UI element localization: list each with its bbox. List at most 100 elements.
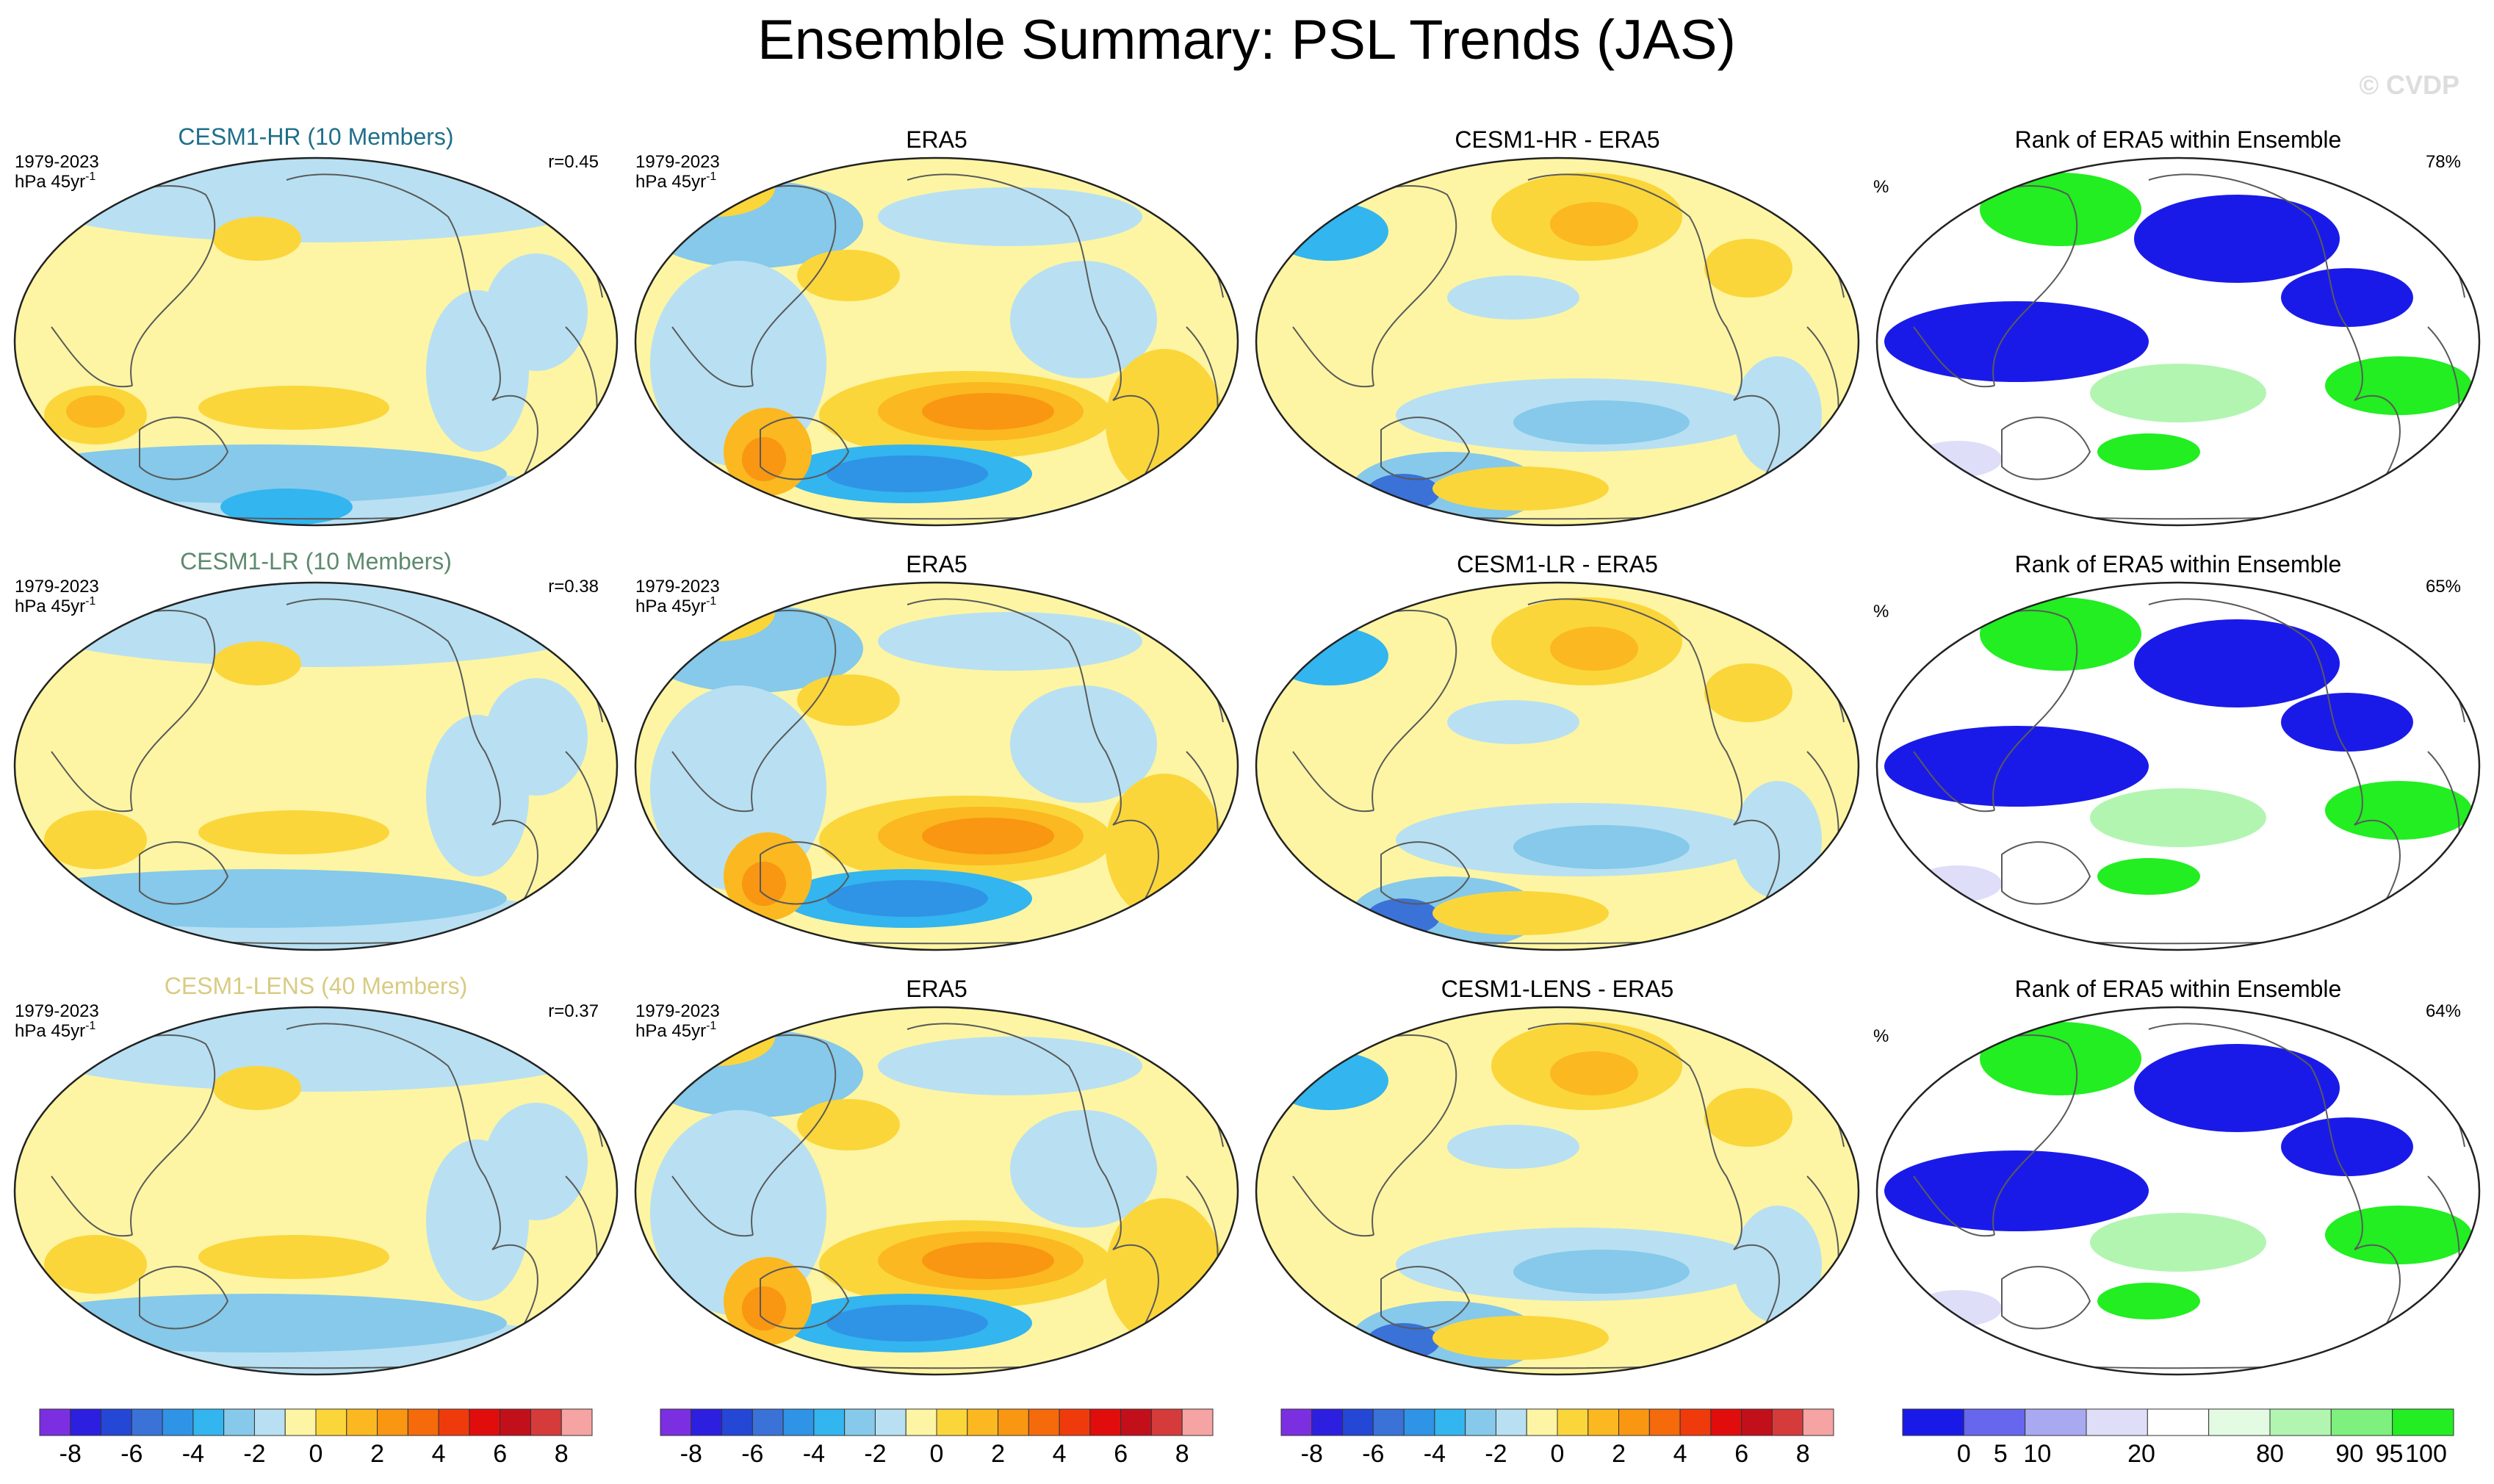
pos-anomaly-southern-ocean <box>1432 467 1609 511</box>
coastline-north-america <box>1527 598 1742 826</box>
colorbar-tick-label: 2 <box>370 1440 384 1468</box>
map-panel-ens-row2 <box>13 581 619 951</box>
colorbar-swatch <box>1771 1408 1803 1436</box>
neg-core-southern-ocean <box>826 1305 988 1341</box>
coastline-north-america <box>2148 173 2363 401</box>
map-panel-rank-row2 <box>1875 581 2481 951</box>
pos-anomaly-southern-ocean <box>1432 891 1609 935</box>
period-label: 1979-2023 <box>15 1001 99 1021</box>
low-rank-indian-ocean <box>1884 726 2149 807</box>
map-outline <box>1255 1006 1860 1376</box>
colorbar-tick-label: 0 <box>1551 1440 1565 1468</box>
pos-anomaly-south-pacific <box>198 386 389 430</box>
neg-anomaly-atlantic <box>485 1103 588 1220</box>
pos-core-south-indian <box>66 395 125 428</box>
units-superscript: -1 <box>706 1020 716 1032</box>
colorbar-tick-label: 8 <box>555 1440 569 1468</box>
ensemble-panel-title: CESM1-LR (10 Members) <box>180 548 452 574</box>
high-rank-southern-ocean <box>2097 433 2200 470</box>
map-field <box>15 1007 617 1375</box>
colorbar-swatch <box>1120 1408 1152 1436</box>
colorbar-swatch <box>346 1408 378 1436</box>
map-outline <box>634 581 1239 951</box>
neg-anomaly-north-pacific <box>1447 700 1579 744</box>
colorbar-tick-label: -8 <box>1301 1440 1323 1468</box>
colorbar-swatch <box>39 1408 71 1436</box>
pos-core-arctic <box>1550 1051 1638 1095</box>
rank-panel-title: Rank of ERA5 within Ensemble <box>2015 126 2342 153</box>
coastline-australia <box>760 1266 850 1330</box>
coastline-australia <box>139 1266 229 1330</box>
high-rank-europe <box>2413 1029 2479 1088</box>
period-label: 1979-2023 <box>15 577 99 597</box>
colorbar-swatch <box>1372 1408 1405 1436</box>
rank-percent-label: 64% <box>2426 1001 2461 1021</box>
colorbar-swatch <box>1434 1408 1466 1436</box>
colorbar-tick-label: 0 <box>930 1440 944 1468</box>
map-outline <box>634 156 1239 527</box>
coastline-australia <box>139 841 229 905</box>
colorbar-swatch <box>500 1408 531 1436</box>
units-superscript: -1 <box>706 170 716 183</box>
units-superscript: -1 <box>85 1020 95 1032</box>
pos-anomaly-north-pacific <box>213 217 301 261</box>
mid-high-rank-south-pacific <box>2090 1213 2266 1272</box>
rank-colorbar-swatch <box>2025 1408 2087 1436</box>
colorbar-swatch <box>101 1408 132 1436</box>
colorbar-swatch <box>1181 1408 1214 1436</box>
mid-high-rank-south-pacific <box>2090 364 2266 422</box>
rank-unit-label: % <box>1873 177 1889 197</box>
colorbar-swatch <box>162 1408 194 1436</box>
map-panel-ens-row1 <box>13 156 619 527</box>
colorbar-swatch <box>469 1408 501 1436</box>
rank-colorbar-tick-label: 5 <box>1994 1440 2008 1468</box>
high-rank-asia <box>1980 1022 2141 1095</box>
diff-panel-title: CESM1-LR - ERA5 <box>1457 551 1658 577</box>
mid-low-rank-south-indian <box>1914 865 2002 902</box>
colorbar-tick-label: 6 <box>1734 1440 1748 1468</box>
colorbar-swatch <box>1495 1408 1527 1436</box>
colorbar-swatch <box>1679 1408 1712 1436</box>
pos-anomaly-atlantic <box>1704 1088 1792 1147</box>
colorbar-tick-label: 6 <box>493 1440 507 1468</box>
pos-anomaly-north-pacific <box>797 674 900 726</box>
map-outline <box>1875 581 2481 951</box>
colorbar-swatch <box>407 1408 439 1436</box>
rank-colorbar-swatch <box>2392 1408 2454 1436</box>
low-rank-north-america <box>2281 268 2413 327</box>
period-label: 1979-2023 <box>635 152 720 172</box>
map-outline <box>1255 581 1860 951</box>
pos-core-south-indian <box>742 862 786 906</box>
colorbar-tick-label: -6 <box>741 1440 763 1468</box>
low-rank-indian-ocean <box>1884 1150 2149 1231</box>
colorbar-swatch <box>561 1408 593 1436</box>
colorbar-swatch <box>1150 1408 1183 1436</box>
pos-core-south-pacific <box>922 818 1054 854</box>
rank-colorbar-swatch <box>2269 1408 2332 1436</box>
rank-colorbar-tick-label: 100 <box>2405 1440 2447 1468</box>
map-outline <box>1255 156 1860 527</box>
map-panel-diff-row1 <box>1255 156 1860 527</box>
rank-unit-label: % <box>1873 1026 1889 1046</box>
map-outline <box>1875 1006 2481 1376</box>
rank-colorbar-swatch <box>1902 1408 1964 1436</box>
rank-colorbar-swatch <box>2086 1408 2148 1436</box>
high-rank-asia <box>1980 173 2141 246</box>
map-panel-diff-row2 <box>1255 581 1860 951</box>
map-outline <box>13 581 619 951</box>
neg-core-south-pacific <box>1513 400 1690 444</box>
map-outline <box>1875 156 2481 527</box>
colorbar-swatch <box>438 1408 470 1436</box>
coastline-australia <box>760 841 850 905</box>
rank-unit-label: % <box>1873 602 1889 622</box>
coastline-north-america <box>907 598 1122 826</box>
neg-anomaly-south-atlantic <box>1734 356 1822 474</box>
obs-panel-title: ERA5 <box>906 976 967 1002</box>
cvdp-watermark: © CVDP <box>2359 70 2459 100</box>
rank-colorbar-tick-label: 80 <box>2256 1440 2284 1468</box>
map-field <box>1256 158 1859 525</box>
map-panel-ens-row3 <box>13 1006 619 1376</box>
colorbar-tick-label: 8 <box>1175 1440 1189 1468</box>
pattern-correlation-label: r=0.45 <box>548 152 599 172</box>
colorbar-tick-label: 2 <box>991 1440 1005 1468</box>
